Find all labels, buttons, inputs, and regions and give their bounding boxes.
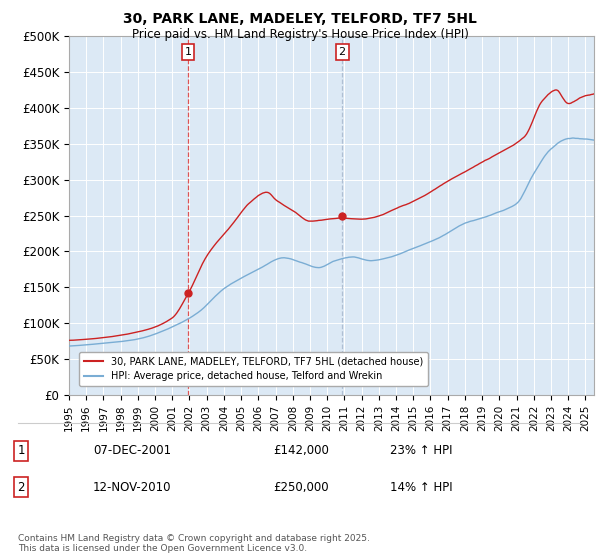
Legend: 30, PARK LANE, MADELEY, TELFORD, TF7 5HL (detached house), HPI: Average price, d: 30, PARK LANE, MADELEY, TELFORD, TF7 5HL… (79, 352, 428, 386)
Text: 2: 2 (17, 480, 25, 494)
Text: 2: 2 (338, 47, 346, 57)
Text: Price paid vs. HM Land Registry's House Price Index (HPI): Price paid vs. HM Land Registry's House … (131, 28, 469, 41)
Text: 30, PARK LANE, MADELEY, TELFORD, TF7 5HL: 30, PARK LANE, MADELEY, TELFORD, TF7 5HL (123, 12, 477, 26)
Text: £250,000: £250,000 (273, 480, 329, 494)
Text: 07-DEC-2001: 07-DEC-2001 (93, 444, 171, 458)
Text: 1: 1 (17, 444, 25, 458)
Text: 14% ↑ HPI: 14% ↑ HPI (390, 480, 452, 494)
Text: Contains HM Land Registry data © Crown copyright and database right 2025.
This d: Contains HM Land Registry data © Crown c… (18, 534, 370, 553)
Text: £142,000: £142,000 (273, 444, 329, 458)
Text: 1: 1 (185, 47, 191, 57)
Text: 23% ↑ HPI: 23% ↑ HPI (390, 444, 452, 458)
Text: 12-NOV-2010: 12-NOV-2010 (93, 480, 172, 494)
